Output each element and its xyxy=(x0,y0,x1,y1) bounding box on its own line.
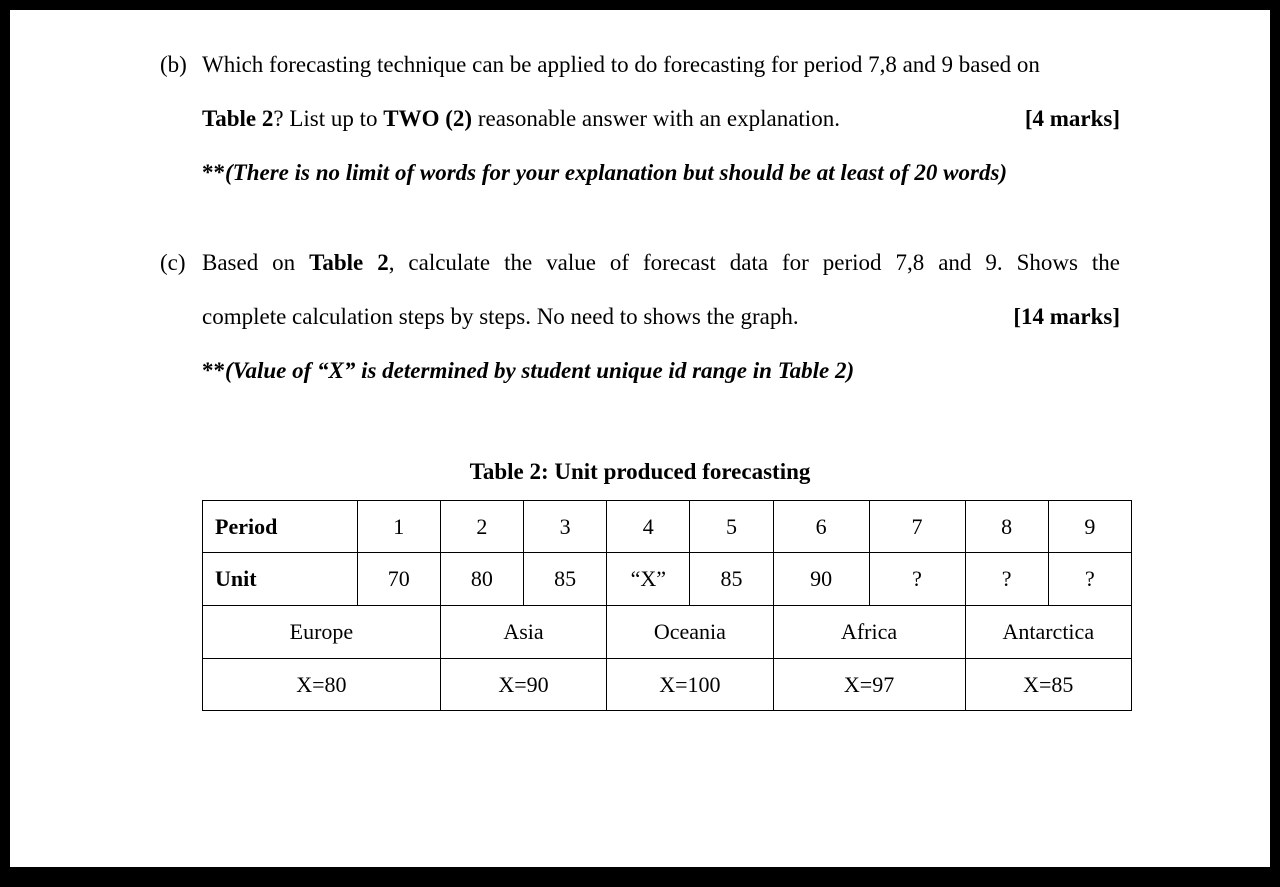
table-caption: Table 2: Unit produced forecasting xyxy=(160,458,1120,486)
region-cell: Africa xyxy=(773,606,965,659)
period-label: Period xyxy=(203,500,358,553)
unit-cell: 85 xyxy=(690,553,773,606)
question-c-line2-text: complete calculation steps by steps. No … xyxy=(202,290,799,344)
unit-cell: ? xyxy=(965,553,1048,606)
unit-cell: “X” xyxy=(607,553,690,606)
period-cell: 8 xyxy=(965,500,1048,553)
period-cell: 4 xyxy=(607,500,690,553)
unit-cell: ? xyxy=(1048,553,1131,606)
question-b-line2: Table 2? List up to TWO (2) reasonable a… xyxy=(202,92,1120,146)
period-cell: 5 xyxy=(690,500,773,553)
text-mid: ? List up to xyxy=(273,106,383,131)
xval-cell: X=85 xyxy=(965,658,1131,711)
question-c-line2: complete calculation steps by steps. No … xyxy=(202,290,1120,344)
table-row-region: Europe Asia Oceania Africa Antarctica xyxy=(203,606,1132,659)
xval-cell: X=90 xyxy=(440,658,606,711)
region-cell: Asia xyxy=(440,606,606,659)
period-cell: 9 xyxy=(1048,500,1131,553)
question-c-line1: Based on Table 2, calculate the value of… xyxy=(202,236,1120,290)
note-text: (There is no limit of words for your exp… xyxy=(225,160,1007,185)
xval-cell: X=97 xyxy=(773,658,965,711)
question-b-body: Which forecasting technique can be appli… xyxy=(202,38,1120,200)
question-b-line2-text: Table 2? List up to TWO (2) reasonable a… xyxy=(202,92,840,146)
unit-cell: ? xyxy=(869,553,965,606)
table-row-period: Period 1 2 3 4 5 6 7 8 9 xyxy=(203,500,1132,553)
period-cell: 3 xyxy=(524,500,607,553)
question-c-label: (c) xyxy=(160,236,202,398)
period-cell: 1 xyxy=(357,500,440,553)
two-emph: TWO (2) xyxy=(383,106,472,131)
table-ref: Table 2 xyxy=(309,250,389,275)
question-b: (b) Which forecasting technique can be a… xyxy=(160,38,1120,200)
question-c: (c) Based on Table 2, calculate the valu… xyxy=(160,236,1120,398)
question-b-label: (b) xyxy=(160,38,202,200)
unit-label: Unit xyxy=(203,553,358,606)
note-text: (Value of “X” is determined by student u… xyxy=(225,358,854,383)
unit-cell: 70 xyxy=(357,553,440,606)
table-ref: Table 2 xyxy=(202,106,273,131)
xval-cell: X=100 xyxy=(607,658,773,711)
question-b-note: **(There is no limit of words for your e… xyxy=(202,146,1120,200)
document-page: (b) Which forecasting technique can be a… xyxy=(10,10,1270,867)
text-after: , calculate the value of forecast data f… xyxy=(389,250,1120,275)
xval-cell: X=80 xyxy=(203,658,441,711)
question-b-line1: Which forecasting technique can be appli… xyxy=(202,38,1120,92)
period-cell: 7 xyxy=(869,500,965,553)
question-c-marks: [14 marks] xyxy=(983,290,1120,344)
table-row-xval: X=80 X=90 X=100 X=97 X=85 xyxy=(203,658,1132,711)
text-before: Based on xyxy=(202,250,309,275)
unit-cell: 80 xyxy=(440,553,523,606)
forecast-table: Period 1 2 3 4 5 6 7 8 9 Unit 70 80 85 “… xyxy=(202,500,1132,711)
text-after: reasonable answer with an explanation. xyxy=(472,106,840,131)
question-b-marks: [4 marks] xyxy=(995,92,1120,146)
region-cell: Europe xyxy=(203,606,441,659)
note-prefix: ** xyxy=(202,358,225,383)
table-row-unit: Unit 70 80 85 “X” 85 90 ? ? ? xyxy=(203,553,1132,606)
period-cell: 2 xyxy=(440,500,523,553)
question-c-body: Based on Table 2, calculate the value of… xyxy=(202,236,1120,398)
region-cell: Oceania xyxy=(607,606,773,659)
note-prefix: ** xyxy=(202,160,225,185)
question-c-note: **(Value of “X” is determined by student… xyxy=(202,344,1120,398)
region-cell: Antarctica xyxy=(965,606,1131,659)
unit-cell: 85 xyxy=(524,553,607,606)
period-cell: 6 xyxy=(773,500,869,553)
unit-cell: 90 xyxy=(773,553,869,606)
